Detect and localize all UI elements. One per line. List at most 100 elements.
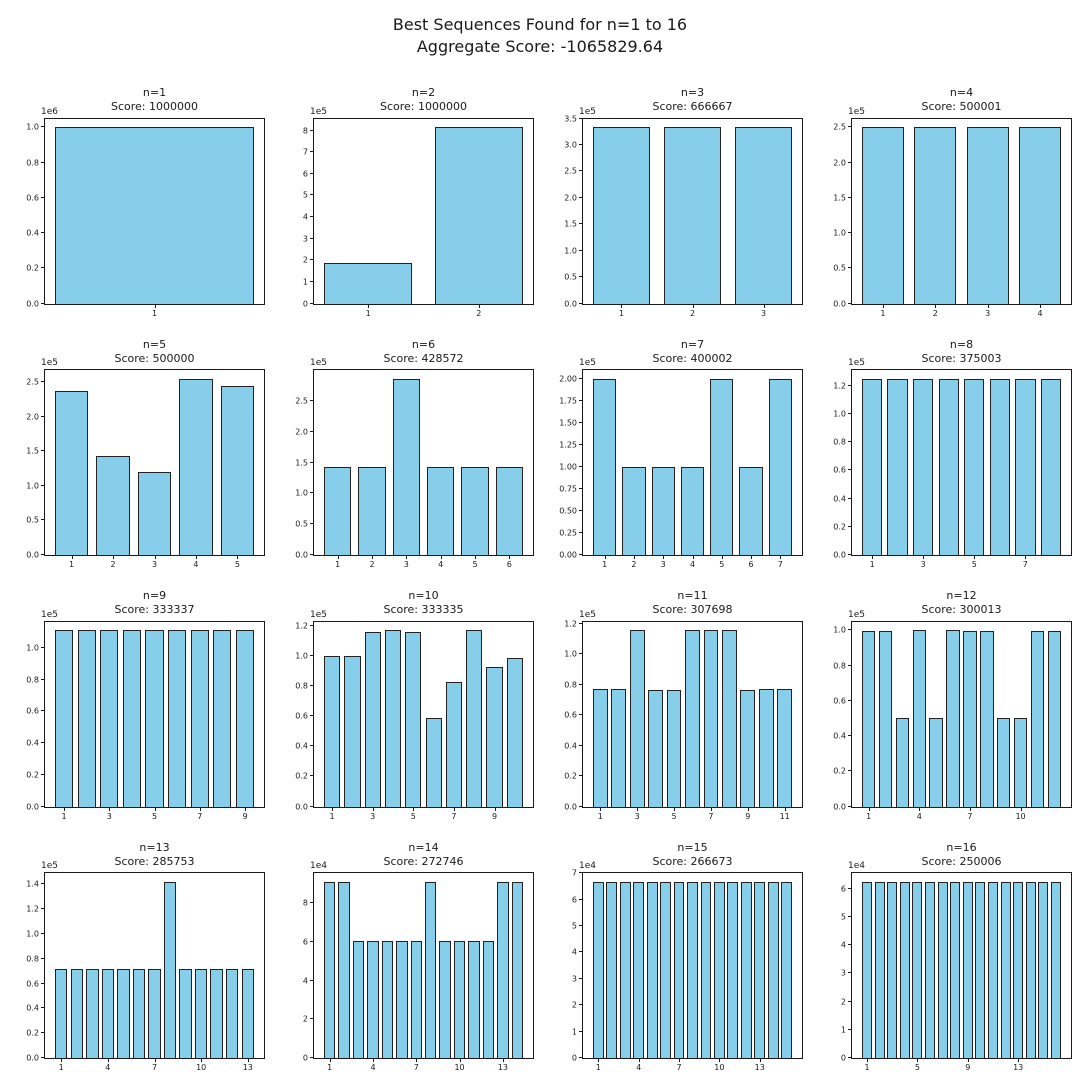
bar — [392, 378, 421, 555]
x-tick-mark — [113, 555, 115, 559]
bar — [190, 630, 209, 807]
y-tick-label: 0.0 — [26, 299, 39, 308]
y-tick-mark — [310, 302, 314, 304]
subplot-score: Score: 333337 — [114, 603, 195, 617]
subplot-n=6: n=6 Score: 428572 1e5 0.0 0.5 1.0 1.5 2.0 2.5 1 2 3… — [281, 338, 534, 572]
y-tick-label: 1.0 — [295, 488, 308, 498]
y-tick-label: 5 — [302, 190, 308, 200]
y-tick-label: 0.0 — [26, 1053, 39, 1063]
y-tick-label: 8 — [302, 898, 308, 908]
bar — [781, 881, 793, 1058]
y-tick-label: 1.2 — [564, 619, 577, 629]
plot-area: 1e5 0.0 0.5 1.0 1.5 2.0 2.5 3.0 3.5 1 2 3 — [564, 107, 803, 318]
subplot-titles: n=6 Score: 428572 — [313, 338, 534, 370]
y-tick-label: 2.0 — [295, 427, 308, 437]
x-tick-mark — [195, 555, 197, 559]
y-tick-mark — [579, 924, 583, 926]
x-tick-mark — [1025, 555, 1027, 559]
x-tick-mark — [494, 806, 496, 811]
bar — [648, 689, 663, 807]
y-tick-label: 0.4 — [295, 741, 308, 751]
y-tick-label: 1 — [840, 1025, 846, 1035]
y-tick-label: 1.25 — [559, 440, 577, 450]
y-tick-mark — [310, 172, 314, 174]
x-tick-label: 7 — [1022, 560, 1028, 569]
y-tick-label: 0.2 — [26, 770, 39, 780]
x-tick-mark — [637, 806, 639, 811]
bar — [461, 466, 489, 555]
bar — [700, 881, 712, 1058]
x-tick-label: 7 — [451, 811, 457, 821]
bar — [445, 681, 463, 807]
y-tick-mark — [310, 259, 314, 261]
bar — [358, 466, 386, 555]
y-tick-label: 0.0 — [564, 299, 577, 308]
y-tick-mark — [579, 554, 583, 555]
x-tick-label: 2 — [476, 308, 482, 318]
y-tick-mark — [579, 714, 583, 716]
y-axis-offset-label: 1e5 — [579, 106, 596, 117]
bar — [611, 689, 627, 807]
subplot-score: Score: 666667 — [652, 100, 733, 114]
x-tick-label: 7 — [197, 811, 203, 821]
subplot-title: n=9 — [142, 589, 167, 602]
subplot-n=16: n=16 Score: 250006 1e4 0 1 2 3 4 5 6 1 5 9 13 — [819, 841, 1072, 1075]
y-tick-mark — [310, 194, 314, 196]
subplot-titles: n=4 Score: 500001 — [851, 86, 1072, 118]
y-tick-mark — [579, 487, 583, 489]
subplot-n=7: n=7 Score: 400002 1e5 0.00 0.25 0.50 0.75 1.00 1… — [550, 338, 803, 572]
bar — [721, 630, 737, 807]
y-tick-label: 0.8 — [564, 680, 577, 690]
y-tick-label: 1.0 — [26, 122, 39, 132]
bar — [964, 378, 985, 555]
bar — [592, 127, 650, 304]
y-axis-offset-label: 1e5 — [310, 106, 327, 117]
y-tick-label: 1.0 — [833, 409, 846, 419]
subplot-titles: n=9 Score: 333337 — [44, 589, 265, 621]
subplot-title: n=6 — [411, 337, 436, 351]
x-tick-label: 4 — [105, 1063, 111, 1072]
y-tick-mark — [848, 441, 852, 443]
y-tick-mark — [848, 664, 852, 666]
bar — [666, 689, 682, 807]
bar — [405, 631, 422, 807]
x-tick-mark — [969, 806, 971, 811]
x-tick-label: 9 — [492, 811, 498, 821]
bar — [86, 969, 99, 1058]
y-tick-mark — [848, 267, 852, 269]
y-tick-mark — [310, 685, 314, 687]
x-tick-mark — [478, 303, 480, 308]
y-tick-mark — [41, 805, 45, 807]
bar — [210, 969, 223, 1058]
y-tick-label: 7 — [571, 868, 577, 878]
x-tick-label: 1 — [597, 811, 603, 821]
y-tick-label: 2.5 — [833, 122, 846, 132]
plot-area: 1e4 0 2 4 6 8 1 4 7 10 13 — [303, 861, 534, 1072]
subplot-title: n=16 — [946, 840, 977, 854]
subplot-score: Score: 272746 — [383, 854, 464, 868]
x-tick-mark — [329, 1058, 331, 1062]
y-tick-mark — [848, 497, 852, 499]
bar — [887, 378, 908, 555]
bar — [664, 127, 721, 304]
y-tick-label: 2.5 — [26, 377, 39, 387]
y-tick-label: 3 — [571, 974, 577, 984]
x-tick-label: 4 — [689, 560, 696, 569]
subplot-n=5: n=5 Score: 500000 1e5 0.0 0.5 1.0 1.5 2.0 2.5 1 2 3… — [12, 338, 265, 572]
bar — [727, 881, 739, 1058]
y-tick-mark — [579, 302, 583, 304]
y-tick-mark — [579, 775, 583, 777]
plot-area: 1e5 0.00 0.25 0.50 0.75 1.00 1.25 1.50 1.75 2.00 1… — [559, 358, 803, 569]
x-tick-label: 2 — [932, 308, 938, 318]
subplot-score: Score: 300013 — [921, 603, 1002, 617]
subplot-titles: n=8 Score: 375003 — [851, 338, 1072, 370]
bar — [117, 969, 130, 1058]
x-tick-mark — [474, 555, 476, 559]
bar — [592, 378, 617, 555]
bar — [323, 656, 341, 807]
y-tick-label: 0.5 — [26, 515, 39, 525]
y-tick-label: 0.8 — [295, 681, 308, 691]
x-tick-mark — [763, 303, 765, 308]
y-tick-mark — [310, 237, 314, 239]
